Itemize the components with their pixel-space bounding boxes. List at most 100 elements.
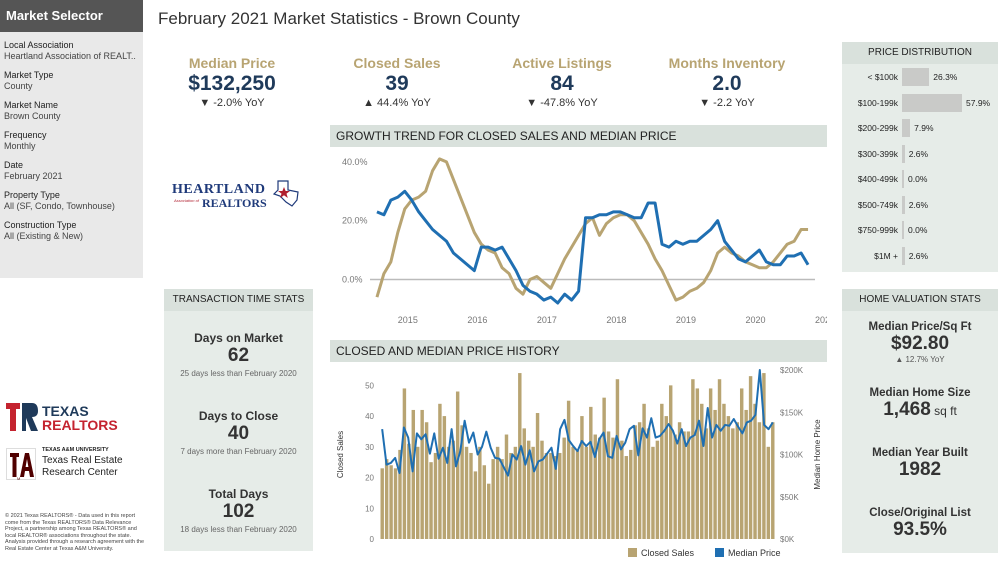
closed-sales-bar bbox=[655, 440, 660, 539]
closed-sales-bar bbox=[429, 462, 433, 539]
closed-sales-bar bbox=[398, 449, 402, 539]
filter-value[interactable]: Brown County bbox=[4, 111, 61, 121]
price-bucket-row: $500-749k 2.6% bbox=[842, 195, 998, 214]
closed-sales-bar bbox=[704, 428, 708, 539]
hv-value: 1,468 sq ft bbox=[883, 399, 957, 420]
price-bucket-pct: 26.3% bbox=[933, 72, 958, 82]
closed-sales-bar bbox=[753, 403, 757, 539]
price-bucket-row: $1M + 2.6% bbox=[842, 246, 998, 265]
closed-sales-bar bbox=[695, 388, 700, 539]
filter-item[interactable]: Local Association Heartland Association o… bbox=[0, 40, 143, 62]
y-tick-label: 0 bbox=[370, 535, 375, 544]
transaction-panel-header: TRANSACTION TIME STATS bbox=[164, 289, 313, 311]
y-tick-label: 40 bbox=[365, 412, 374, 421]
tamu-mark-icon: M bbox=[6, 448, 36, 481]
closed-sales-bar bbox=[438, 403, 442, 539]
kpi-value: 39 bbox=[385, 72, 409, 95]
kpi-label: Active Listings bbox=[512, 55, 612, 71]
closed-sales-bar bbox=[504, 434, 509, 539]
texas-realtors-text1: TEXAS bbox=[42, 403, 89, 419]
closed-sales-bar bbox=[424, 422, 429, 539]
closed-sales-bar bbox=[682, 431, 686, 539]
closed-sales-bar bbox=[762, 373, 766, 539]
filter-item[interactable]: Property Type All (SF, Condo, Townhouse) bbox=[0, 190, 143, 212]
filter-value[interactable]: All (Existing & New) bbox=[4, 231, 84, 241]
legend-swatch-closed-sales bbox=[628, 548, 637, 557]
filter-value[interactable]: Heartland Association of REALT.. bbox=[4, 51, 136, 61]
kpi-label: Median Price bbox=[188, 55, 276, 71]
y2-tick-label: $150K bbox=[780, 408, 804, 417]
closed-sales-bar bbox=[771, 422, 775, 539]
price-bucket-row: $100-199k 57.9% bbox=[842, 93, 998, 112]
closed-sales-bar bbox=[447, 446, 451, 539]
closed-sales-bar bbox=[589, 406, 593, 539]
closed-sales-bar bbox=[433, 452, 438, 539]
filter-label: Frequency bbox=[4, 130, 47, 140]
closed-sales-bar bbox=[500, 459, 504, 539]
closed-sales-bar bbox=[744, 409, 748, 539]
y2-tick-label: $50K bbox=[780, 493, 799, 502]
closed-sales-bar bbox=[726, 416, 731, 539]
price-bucket-row: $750-999k 0.0% bbox=[842, 221, 998, 239]
closed-sales-bar bbox=[460, 425, 464, 539]
filter-label: Property Type bbox=[4, 190, 60, 200]
home-valuation-header: HOME VALUATION STATS bbox=[842, 289, 998, 311]
filter-value[interactable]: County bbox=[4, 81, 33, 91]
closed-sales-bar bbox=[402, 388, 407, 539]
kpi-value: 2.0 bbox=[712, 72, 742, 95]
filter-label: Date bbox=[4, 160, 24, 170]
closed-sales-bar bbox=[691, 379, 695, 539]
price-bucket-label: < $100k bbox=[867, 72, 899, 82]
kpi-value: 84 bbox=[550, 72, 574, 95]
price-bucket-pct: 2.6% bbox=[908, 199, 929, 210]
filter-value[interactable]: All (SF, Condo, Townhouse) bbox=[4, 201, 115, 211]
closed-sales-bar bbox=[416, 446, 420, 539]
closed-sales-bar bbox=[473, 471, 478, 539]
filter-item[interactable]: Market Type County bbox=[0, 70, 143, 92]
closed-sales-bar bbox=[700, 403, 704, 539]
closed-sales-bar bbox=[611, 437, 615, 539]
y2-tick-label: $0K bbox=[780, 535, 795, 544]
stat-sub: 18 days less than February 2020 bbox=[180, 525, 297, 534]
closed-sales-bar bbox=[748, 376, 753, 539]
price-bucket-bar bbox=[902, 119, 911, 137]
texas-realtors-logo: TEXAS REALTORS bbox=[6, 403, 118, 435]
legend-label-median-price: Median Price bbox=[728, 548, 781, 558]
filter-value[interactable]: Monthly bbox=[4, 141, 36, 151]
filter-item[interactable]: Construction Type All (Existing & New) bbox=[0, 220, 143, 242]
price-bucket-pct: 57.9% bbox=[966, 97, 991, 108]
transaction-time-stats-panel: TRANSACTION TIME STATS Days on Market 62… bbox=[164, 289, 313, 551]
closed-sales-bar bbox=[597, 437, 602, 539]
x-tick-label: 2015 bbox=[398, 315, 418, 325]
closed-sales-bar bbox=[558, 452, 562, 539]
filter-item[interactable]: Date February 2021 bbox=[0, 160, 143, 182]
closed-sales-bar bbox=[575, 449, 580, 539]
legend-label-closed-sales: Closed Sales bbox=[641, 548, 695, 558]
hv-label: Median Home Size bbox=[869, 387, 971, 399]
filter-item[interactable]: Frequency Monthly bbox=[0, 130, 143, 152]
closed-sales-bar bbox=[553, 456, 558, 539]
hv-close-original-list: Close/Original List 93.5% bbox=[842, 507, 998, 541]
filter-item[interactable]: Market Name Brown County bbox=[0, 100, 143, 122]
filter-value[interactable]: February 2021 bbox=[4, 171, 63, 181]
filter-label: Market Type bbox=[4, 70, 54, 80]
closed-sales-bar bbox=[664, 416, 668, 539]
heartland-logo-text: HEARTLAND bbox=[172, 182, 266, 197]
closed-sales-bar bbox=[624, 456, 629, 539]
x-tick-label: 2020 bbox=[745, 315, 765, 325]
stat-label: Total Days bbox=[208, 487, 269, 501]
heartland-realtors-logo: HEARTLAND Association of REALTORS bbox=[170, 178, 305, 214]
market-selector-panel: Market Selector Local Association Heartla… bbox=[0, 0, 143, 278]
closed-sales-bar bbox=[668, 385, 673, 539]
home-valuation-panel: HOME VALUATION STATS Median Price/Sq Ft … bbox=[842, 289, 998, 553]
growth-trend-header: GROWTH TREND FOR CLOSED SALES AND MEDIAN… bbox=[330, 125, 827, 147]
price-bucket-bar bbox=[902, 68, 930, 86]
closed-sales-bar bbox=[509, 452, 513, 539]
x-tick-label: 2016 bbox=[467, 315, 487, 325]
closed-sales-bar bbox=[615, 379, 620, 539]
price-bucket-bar bbox=[902, 221, 904, 239]
y-axis-label: Closed Sales bbox=[336, 431, 345, 478]
closed-sales-bar bbox=[571, 446, 575, 539]
closed-sales-bar bbox=[660, 403, 664, 539]
closed-sales-bar bbox=[739, 388, 744, 539]
